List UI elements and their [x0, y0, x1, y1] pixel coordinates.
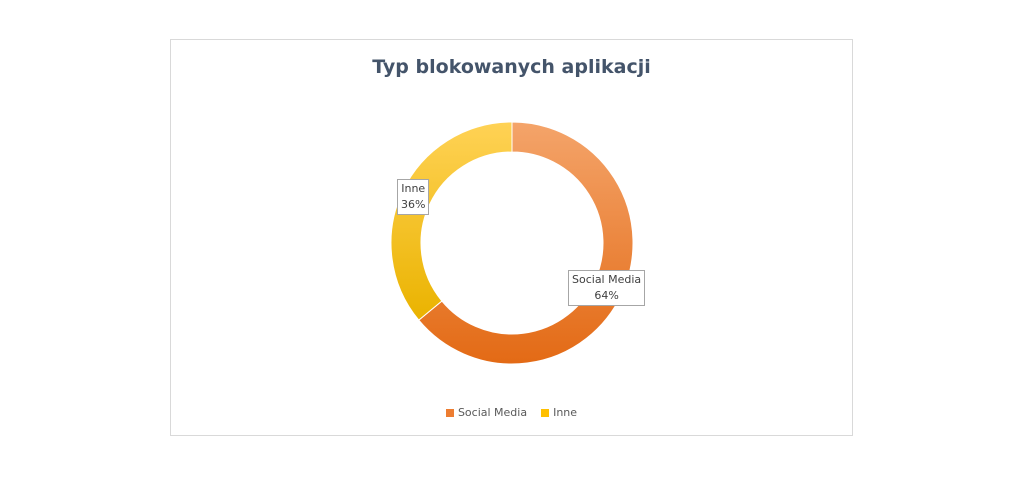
- legend-item-inne[interactable]: Inne: [541, 406, 577, 419]
- legend-swatch: [541, 408, 550, 417]
- donut-chart: [390, 121, 634, 365]
- chart-frame: Typ blokowanych aplikacji Social Media 6…: [170, 39, 853, 436]
- data-label-category: Social Media: [572, 273, 642, 286]
- legend-label: Social Media: [457, 406, 528, 419]
- legend: Social Media Inne: [171, 406, 852, 419]
- donut-slice-social-media[interactable]: [418, 121, 634, 365]
- legend-label: Inne: [553, 406, 578, 419]
- data-label-social-media: Social Media 64%: [568, 270, 646, 306]
- donut-slice-inne[interactable]: [390, 121, 513, 321]
- legend-swatch: [445, 408, 454, 417]
- data-label-percent: 36%: [401, 198, 426, 211]
- data-label-percent: 64%: [594, 289, 619, 302]
- data-label-inne: Inne 36%: [397, 179, 430, 215]
- chart-title: Typ blokowanych aplikacji: [372, 56, 651, 78]
- data-label-category: Inne: [401, 182, 426, 195]
- legend-item-social-media[interactable]: Social Media: [445, 406, 528, 419]
